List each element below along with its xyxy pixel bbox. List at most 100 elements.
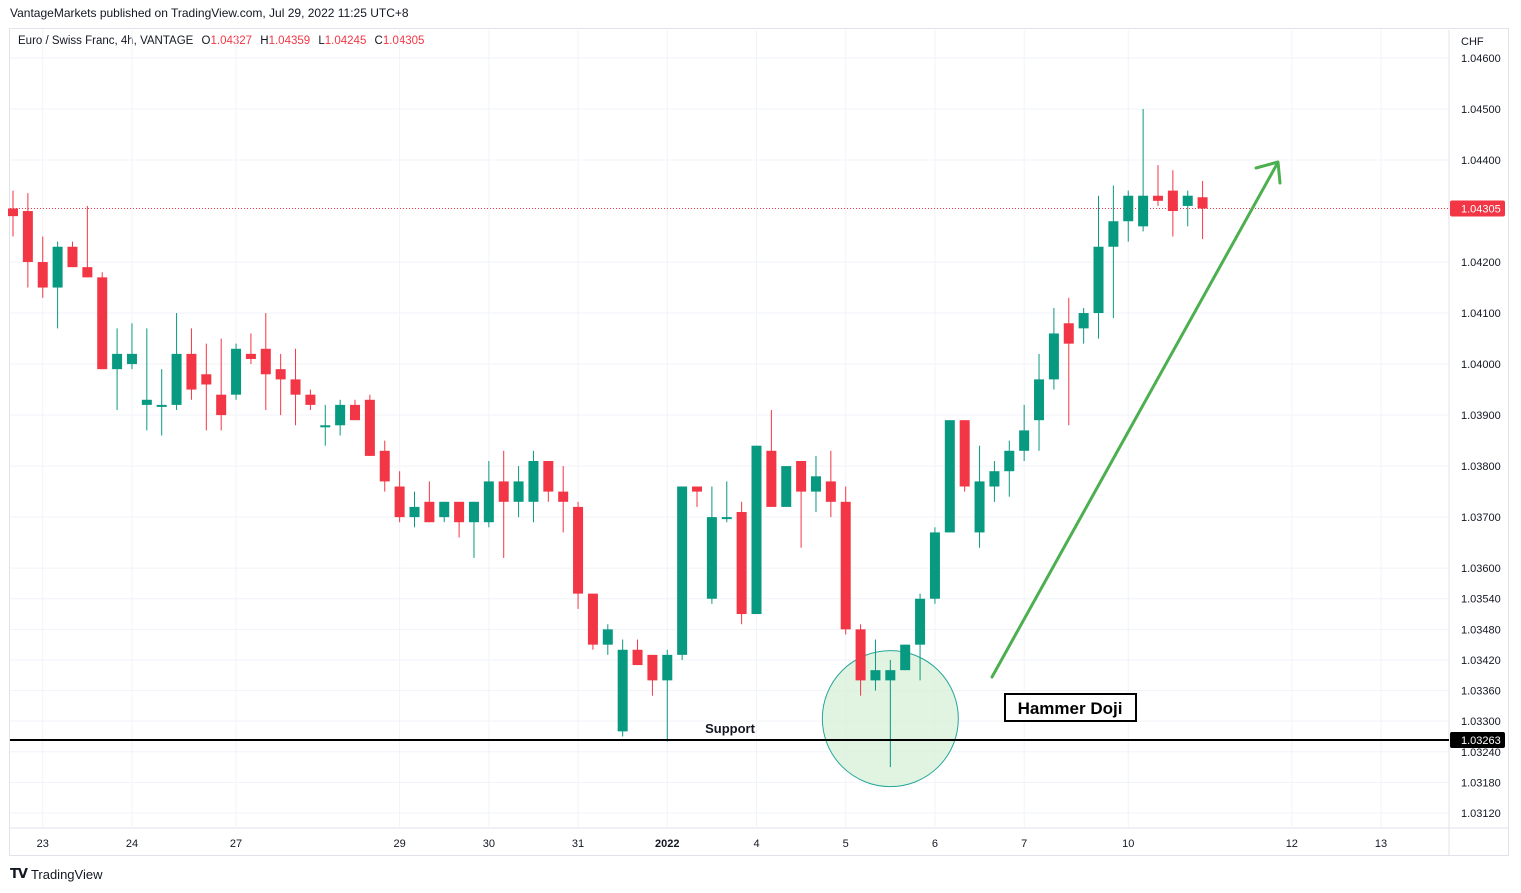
publisher-line: VantageMarkets published on TradingView.… xyxy=(10,6,409,20)
annotation-layer-front: Support Hammer Doji xyxy=(10,160,1449,742)
candle-body xyxy=(1197,197,1208,209)
candle-body xyxy=(1182,195,1193,206)
close-label: C xyxy=(374,35,383,47)
candle-body xyxy=(662,654,673,681)
open-value: 1.04327 xyxy=(210,35,253,47)
price-tick-label: 1.03600 xyxy=(1461,563,1501,575)
candle-body xyxy=(1019,430,1030,451)
candle-body xyxy=(424,501,435,523)
close-value: 1.04305 xyxy=(382,35,425,47)
candle-body xyxy=(885,670,896,681)
candle-body xyxy=(617,649,628,732)
price-tick-label: 1.03480 xyxy=(1461,624,1501,636)
candle-body xyxy=(587,593,598,645)
candle-body xyxy=(558,491,569,502)
candle-body xyxy=(126,353,137,365)
candle-body xyxy=(929,532,940,599)
candle-body xyxy=(1138,195,1149,227)
time-tick-label: 23 xyxy=(37,838,49,850)
time-tick-label: 29 xyxy=(393,838,405,850)
candle-body xyxy=(67,246,78,268)
price-tick-label: 1.04600 xyxy=(1461,53,1501,65)
price-tick-label: 1.03420 xyxy=(1461,655,1501,667)
footer-brand: TradingView xyxy=(30,867,103,882)
price-tick-label: 1.04500 xyxy=(1461,104,1501,116)
candle-body xyxy=(305,394,316,405)
candle-body xyxy=(900,644,911,671)
open-label: O xyxy=(201,35,211,47)
candles xyxy=(8,109,1208,768)
price-tick-label: 1.04400 xyxy=(1461,155,1501,167)
candle-body xyxy=(736,512,747,615)
candle-body xyxy=(1093,246,1104,314)
candle-body xyxy=(870,670,881,681)
time-tick-label: 24 xyxy=(126,838,138,850)
time-tick-label: 30 xyxy=(483,838,495,850)
candle-body xyxy=(97,277,108,370)
candle-body xyxy=(141,399,152,405)
price-tick-label: 1.03240 xyxy=(1461,747,1501,759)
high-label: H xyxy=(260,35,269,47)
candle-body xyxy=(1048,333,1059,380)
price-tick-label: 1.03800 xyxy=(1461,461,1501,473)
trend-arrow-head-icon xyxy=(1254,160,1282,185)
hammer-label: Hammer Doji xyxy=(1018,699,1123,718)
support-price-badge: 1.03263 xyxy=(1461,735,1501,747)
footer: TV TradingView xyxy=(10,867,102,882)
candle-body xyxy=(290,379,301,395)
candle-body xyxy=(454,501,465,523)
candle-body xyxy=(37,262,48,288)
candle-body xyxy=(825,481,836,502)
chart-frame xyxy=(9,28,1509,856)
candle-body xyxy=(1152,195,1163,201)
candle-body xyxy=(1078,313,1089,329)
candle-body xyxy=(82,267,93,278)
hammer-label-box xyxy=(1004,693,1137,722)
price-tick-label: 1.04200 xyxy=(1461,257,1501,269)
low-label: L xyxy=(318,35,325,47)
price-tick-label: 1.03360 xyxy=(1461,686,1501,698)
candle-body xyxy=(275,369,286,380)
candle-body xyxy=(915,598,926,645)
candle-body xyxy=(1123,195,1134,222)
time-tick-label: 10 xyxy=(1122,838,1134,850)
time-tick-label: 2022 xyxy=(655,838,679,850)
time-tick-label: 31 xyxy=(572,838,584,850)
candle-body xyxy=(231,348,242,395)
candle-body xyxy=(721,517,732,520)
price-tick-label: 1.03120 xyxy=(1461,808,1501,820)
candle-body xyxy=(602,629,613,645)
price-tick-label: 1.03540 xyxy=(1461,594,1501,606)
candle-body xyxy=(810,476,821,492)
candle-body xyxy=(1063,323,1074,344)
candle-body xyxy=(692,486,703,492)
trend-arrow-icon xyxy=(990,162,1279,679)
time-tick-label: 27 xyxy=(230,838,242,850)
price-tick-label: 1.03180 xyxy=(1461,777,1501,789)
candle-body xyxy=(1034,379,1045,421)
candle-body xyxy=(364,399,375,456)
candle-body xyxy=(394,486,405,518)
candle-body xyxy=(543,461,554,492)
high-value: 1.04359 xyxy=(268,35,311,47)
candle-body xyxy=(974,481,985,533)
support-label: Support xyxy=(705,721,755,736)
candle-body xyxy=(959,420,970,487)
support-price-badge-bg xyxy=(1450,732,1505,749)
candle-body xyxy=(409,506,420,518)
time-tick-label: 4 xyxy=(753,838,759,850)
currency-label: CHF xyxy=(1461,36,1484,48)
time-tick-label: 6 xyxy=(932,838,938,850)
candle-body xyxy=(751,445,762,615)
candle-body xyxy=(112,353,123,370)
candle-body xyxy=(216,394,227,416)
price-tick-label: 1.03900 xyxy=(1461,410,1501,422)
candle-body xyxy=(796,461,807,492)
candle-body xyxy=(320,425,331,428)
time-axis: 23 24 27 29 30 31 2022 4 5 6 7 10 12 13 xyxy=(37,838,1388,850)
time-tick-label: 13 xyxy=(1375,838,1387,850)
candle-body xyxy=(201,374,212,385)
candle-body xyxy=(513,481,524,502)
candle-body xyxy=(52,246,63,288)
